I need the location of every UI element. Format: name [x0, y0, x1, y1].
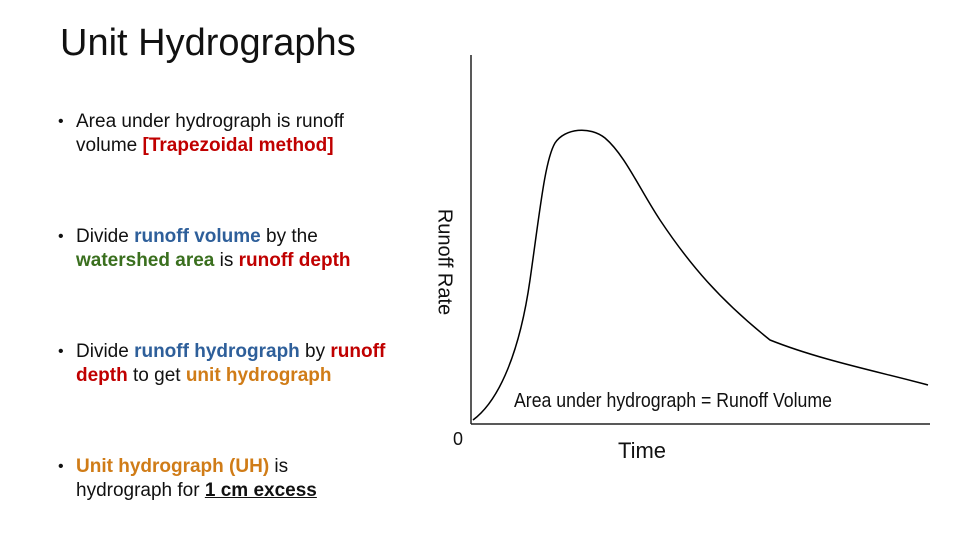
bullet-2-text-c: is	[214, 250, 239, 271]
bullet-2-watershed-area: watershed area	[76, 250, 215, 271]
slide-title: Unit Hydrographs	[60, 22, 356, 64]
bullet-3-text-b: by	[299, 341, 331, 362]
y-axis-label: Runoff Rate	[434, 209, 456, 315]
origin-label: 0	[453, 429, 463, 449]
bullet-4-text: is hydrograph for	[76, 456, 289, 501]
bullet-3-text-a: Divide	[76, 341, 135, 362]
bullet-3-unit-hydrograph: unit hydrograph	[185, 365, 332, 386]
bullet-uh-definition: Unit hydrograph (UH) is hydrograph for 1…	[58, 455, 388, 503]
bullet-3-text-c: to get	[127, 365, 186, 386]
x-axis-label: Time	[618, 438, 666, 463]
bullet-2-runoff-depth: runoff depth	[238, 250, 351, 271]
bullet-1-method: [Trapezoidal method]	[142, 135, 334, 156]
bullet-3-runoff-hydrograph: runoff hydrograph	[134, 341, 300, 362]
bullet-unit-hydrograph-derivation: Divide runoff hydrograph by runoff depth…	[58, 340, 388, 388]
hydrograph-curve	[472, 129, 929, 421]
bullet-area-under-hydrograph: Area under hydrograph is runoff volume […	[58, 110, 388, 158]
bullet-4-excess: 1 cm excess	[204, 480, 317, 501]
area-annotation: Area under hydrograph = Runoff Volume	[514, 390, 832, 412]
bullet-2-text-b: by the	[260, 226, 318, 247]
bullet-1-text: Area under hydrograph is runoff volume	[76, 111, 344, 156]
bullet-runoff-depth: Divide runoff volume by the watershed ar…	[58, 225, 388, 273]
bullet-2-text-a: Divide	[76, 226, 135, 247]
bullet-3-runoff-depth: runoff depth	[76, 341, 386, 386]
bullet-2-runoff-volume: runoff volume	[134, 226, 261, 247]
bullet-4-uh: Unit hydrograph (UH)	[76, 456, 270, 477]
